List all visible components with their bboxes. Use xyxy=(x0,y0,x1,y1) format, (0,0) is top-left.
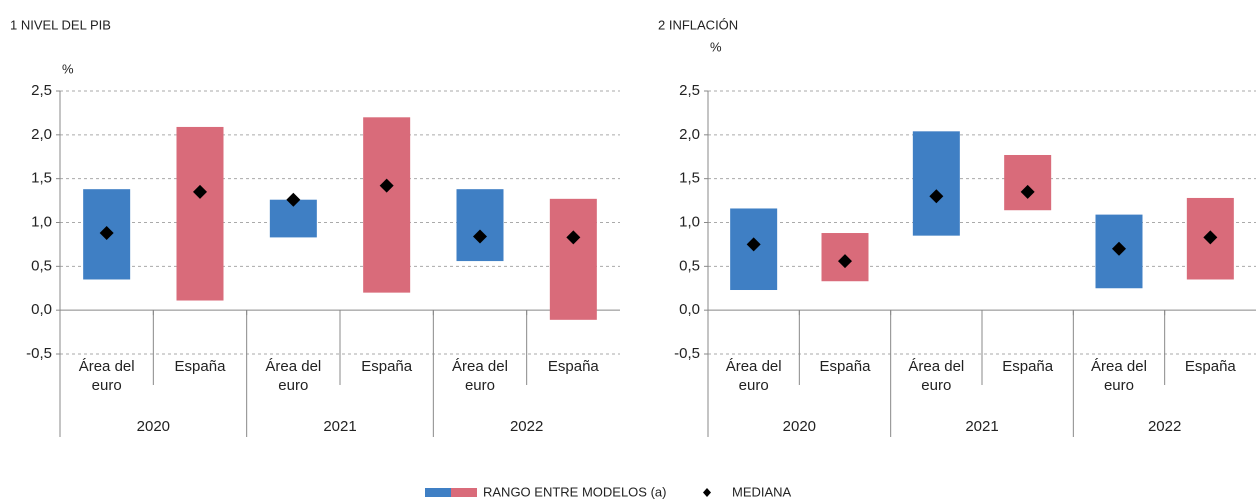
x-tick-label: Área del euro xyxy=(78,358,135,394)
x-tick-label: España xyxy=(361,358,413,375)
x-tick-label-box: Área del euro xyxy=(452,358,508,394)
y-tick-label: -0,5 xyxy=(674,345,700,362)
x-tick-label: Área del euro xyxy=(725,358,782,394)
x-tick-label-box: Área del euro xyxy=(725,358,782,394)
median-marker xyxy=(838,254,852,269)
x-tick-label: España xyxy=(547,358,599,375)
y-tick-label: 1,0 xyxy=(679,213,700,230)
x-tick-label-box: Área del euro xyxy=(1091,358,1147,394)
x-tick-label-box: España xyxy=(819,358,871,375)
group-label: 2021 xyxy=(965,418,998,435)
range-bar xyxy=(912,131,960,236)
legend-diamond xyxy=(703,488,711,497)
median-marker xyxy=(1112,241,1126,256)
y-tick-label: 2,0 xyxy=(679,126,700,143)
y-tick-label: 0,0 xyxy=(679,301,700,318)
legend-median: MEDIANA xyxy=(732,484,792,499)
median-marker xyxy=(99,226,114,241)
range-bar xyxy=(176,126,224,301)
x-tick-label: España xyxy=(1002,358,1054,375)
y-tick-label: 0,5 xyxy=(679,257,700,274)
x-tick-label: Área del euro xyxy=(908,358,965,394)
x-tick-label: Área del euro xyxy=(452,358,508,394)
y-tick-label: 0,0 xyxy=(31,301,52,318)
group-label: 2022 xyxy=(1148,418,1181,435)
x-tick-label: España xyxy=(819,358,871,375)
x-tick-label-box: España xyxy=(174,358,226,375)
median-marker xyxy=(929,189,944,204)
chart-title: 2 INFLACIÓN xyxy=(658,17,738,32)
y-axis-label: % xyxy=(710,39,722,54)
x-tick-label-box: España xyxy=(547,358,599,375)
legend-swatch-red xyxy=(451,488,477,497)
median-marker xyxy=(566,230,581,245)
x-tick-label: Área del euro xyxy=(265,358,322,394)
y-tick-label: 1,5 xyxy=(31,170,52,187)
x-tick-label: España xyxy=(174,358,226,375)
group-label: 2020 xyxy=(783,418,816,435)
y-tick-label: 2,0 xyxy=(31,126,52,143)
median-marker xyxy=(1020,184,1035,199)
y-tick-label: 2,5 xyxy=(679,82,700,99)
median-marker xyxy=(286,192,301,207)
legend-range: RANGO ENTRE MODELOS (a) xyxy=(483,484,666,499)
median-marker xyxy=(379,178,394,193)
y-tick-label: 1,5 xyxy=(679,170,700,187)
y-tick-label: 0,5 xyxy=(31,257,52,274)
x-tick-label-box: España xyxy=(361,358,413,375)
median-marker xyxy=(193,184,207,199)
y-tick-label: 2,5 xyxy=(31,82,52,99)
x-tick-label-box: Área del euro xyxy=(78,358,135,394)
chart-title: 1 NIVEL DEL PIB xyxy=(10,17,111,32)
group-label: 2021 xyxy=(323,418,356,435)
group-label: 2020 xyxy=(137,418,170,435)
median-marker xyxy=(473,229,487,244)
x-tick-label-box: España xyxy=(1184,358,1236,375)
x-tick-label: Área del euro xyxy=(1091,358,1147,394)
x-tick-label: España xyxy=(1184,358,1236,375)
range-bar xyxy=(1004,154,1052,211)
y-axis-label: % xyxy=(62,61,74,76)
group-label: 2022 xyxy=(510,418,543,435)
y-tick-label: -0,5 xyxy=(26,345,52,362)
range-bar xyxy=(549,198,597,320)
x-tick-label-box: Área del euro xyxy=(908,358,965,394)
x-tick-label-box: Área del euro xyxy=(265,358,322,394)
median-marker xyxy=(1203,230,1218,245)
x-tick-label-box: España xyxy=(1002,358,1054,375)
y-tick-label: 1,0 xyxy=(31,213,52,230)
median-marker xyxy=(746,237,761,252)
range-bar xyxy=(363,117,411,293)
range-bar xyxy=(456,189,504,262)
legend-swatch-blue xyxy=(425,488,451,497)
